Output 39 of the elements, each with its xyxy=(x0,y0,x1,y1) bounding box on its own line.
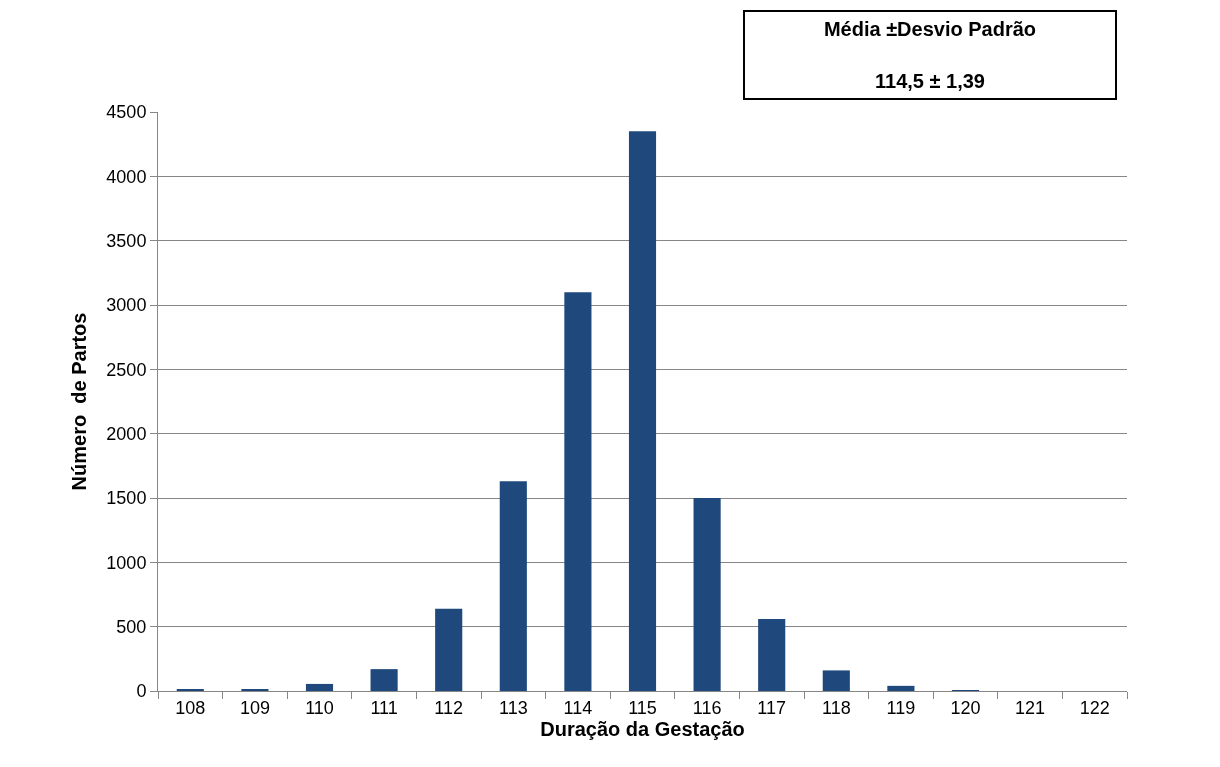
x-tick-label: 113 xyxy=(498,697,528,718)
bar xyxy=(435,608,463,691)
x-tick-label: 110 xyxy=(305,697,334,718)
text: 114,5 ± 1,39 xyxy=(875,70,985,92)
y-tick-label: 3000 xyxy=(106,295,147,316)
bar xyxy=(499,481,527,691)
y-axis-title: Número de Partos xyxy=(67,312,90,491)
y-tick-label: 0 xyxy=(136,681,147,702)
y-tick-label: 1000 xyxy=(106,552,147,573)
bar xyxy=(628,131,657,691)
x-tick-label: 120 xyxy=(950,697,981,718)
bar xyxy=(758,618,786,691)
x-axis-title: Duração da Gestação xyxy=(540,717,745,740)
y-tick-label: 2000 xyxy=(106,423,147,444)
y-tick-label: 4500 xyxy=(106,102,147,123)
bar xyxy=(887,685,915,691)
x-tick-label: 117 xyxy=(757,697,787,718)
x-tick-label: 115 xyxy=(628,697,657,718)
x-tick-label: 122 xyxy=(1079,697,1110,718)
x-tick-label: 114 xyxy=(563,697,593,718)
text: Média ±Desvio Padrão xyxy=(823,18,1037,40)
x-tick-label: 118 xyxy=(821,697,851,718)
bar xyxy=(822,670,850,691)
y-tick-label: 2500 xyxy=(106,359,147,380)
x-tick-label: 112 xyxy=(434,697,464,718)
y-tick-label: 4000 xyxy=(106,166,147,187)
x-tick-label: 121 xyxy=(1015,697,1046,718)
y-tick-label: 3500 xyxy=(106,230,147,251)
y-tick-label: 500 xyxy=(116,616,147,637)
x-tick-label: 108 xyxy=(175,697,206,718)
x-tick-label: 119 xyxy=(886,697,916,718)
bar xyxy=(370,669,398,691)
bar xyxy=(693,498,721,691)
bar xyxy=(305,683,334,691)
bar xyxy=(564,292,592,691)
x-tick-label: 109 xyxy=(239,697,270,718)
x-tick-label: 111 xyxy=(370,697,398,718)
y-tick-label: 1500 xyxy=(106,488,147,509)
x-tick-label: 116 xyxy=(692,697,722,718)
